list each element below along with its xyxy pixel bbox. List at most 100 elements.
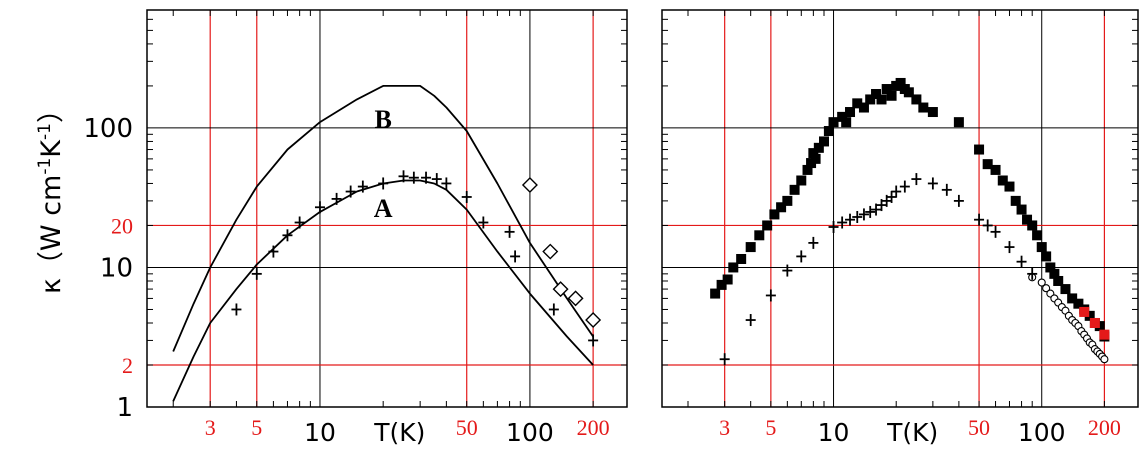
- y-axis-label-exp2: -1: [35, 123, 55, 140]
- square-point: [881, 84, 892, 95]
- square-point: [990, 164, 1001, 175]
- cross-point: [421, 171, 432, 184]
- circle-point: [1037, 278, 1046, 287]
- cross-point: [953, 194, 964, 207]
- square-point: [796, 175, 807, 186]
- cross-point: [796, 250, 807, 263]
- circle-point: [1042, 284, 1051, 293]
- square-point: [858, 102, 869, 113]
- cross-point: [899, 180, 910, 193]
- cross-point: [345, 185, 356, 198]
- diamond-point: [567, 290, 584, 307]
- cross-point: [548, 303, 559, 316]
- diamond-point: [542, 243, 559, 260]
- square-point: [1049, 268, 1060, 279]
- square-point: [789, 184, 800, 195]
- y-axis-label-close: ）: [36, 96, 67, 123]
- x-tick-label-red: 200: [1088, 415, 1121, 440]
- square-point: [865, 94, 876, 105]
- cross-point: [331, 192, 342, 205]
- square-point: [927, 107, 938, 118]
- x-tick-label-red: 5: [251, 415, 262, 440]
- y-tick-label-red: 20: [111, 213, 133, 238]
- cross-point: [858, 208, 869, 221]
- square-point: [823, 126, 834, 137]
- panel-left: B A 3 5 50 200 10 100 T(K) 1 10 100 2 20: [83, 9, 628, 447]
- square-point: [1010, 195, 1021, 206]
- red-square-point: [1079, 306, 1090, 317]
- cross-point: [990, 225, 1001, 238]
- diamond-point: [521, 176, 538, 193]
- cross-point: [1004, 241, 1015, 254]
- curve-label-A: A: [374, 194, 393, 223]
- panel-right: 3 5 50 200 10 100 T(K): [661, 9, 1139, 447]
- x-tick-label: 10: [818, 418, 850, 447]
- cross-point: [974, 213, 985, 226]
- square-point: [1073, 298, 1084, 309]
- square-point: [754, 230, 765, 241]
- square-point: [1041, 251, 1052, 262]
- y-tick-label: 1: [116, 393, 133, 423]
- cross-point: [886, 190, 897, 203]
- minor-ticks: [662, 10, 1138, 407]
- red-square-point: [1089, 317, 1100, 328]
- cross-point: [294, 216, 305, 229]
- square-point: [886, 90, 897, 101]
- series-layer: [172, 85, 602, 402]
- cross-point: [982, 219, 993, 232]
- square-point: [911, 94, 922, 105]
- square-point: [1022, 214, 1033, 225]
- square-point: [876, 94, 887, 105]
- cross-point: [1016, 255, 1027, 268]
- cross-point: [1027, 267, 1038, 280]
- y-axis-label-unit: W cm: [36, 175, 67, 251]
- square-point: [852, 98, 863, 109]
- square-point: [716, 279, 727, 290]
- x-tick-label-red: 50: [968, 415, 990, 440]
- square-point: [710, 288, 721, 299]
- cross-point: [837, 216, 848, 229]
- plot-frame: [661, 9, 1139, 408]
- cross-point: [808, 236, 819, 249]
- cross-point: [461, 190, 472, 203]
- diamond-point: [552, 281, 569, 298]
- x-tick-label: 10: [304, 418, 336, 447]
- cross-point: [941, 183, 952, 196]
- cross-point: [865, 205, 876, 218]
- minor-ticks: [147, 10, 627, 407]
- square-point: [776, 202, 787, 213]
- x-tick-label: 100: [1018, 418, 1066, 447]
- cross-point: [314, 201, 325, 214]
- square-point: [722, 274, 733, 285]
- cross-point: [251, 267, 262, 280]
- square-point: [1016, 204, 1027, 215]
- cross-point: [876, 199, 887, 212]
- grid: [662, 10, 1138, 407]
- cross-point: [408, 171, 419, 184]
- cross-point: [871, 203, 882, 216]
- y-tick-labels: 1 10 100 2 20: [83, 114, 133, 423]
- diamond-point: [585, 312, 602, 329]
- x-tick-label-red: 3: [205, 415, 216, 440]
- square-point: [903, 87, 914, 98]
- square-point: [871, 89, 882, 100]
- square-point: [895, 77, 906, 88]
- series-layer: [710, 77, 1110, 366]
- cross-point: [231, 303, 242, 316]
- square-point: [997, 175, 1008, 186]
- square-point: [1053, 275, 1064, 286]
- x-tick-label: 100: [506, 418, 554, 447]
- cross-point: [852, 210, 863, 223]
- cross-point: [478, 216, 489, 229]
- square-point: [1084, 310, 1095, 321]
- cross-point: [588, 334, 599, 347]
- square-point: [782, 195, 793, 206]
- cross-point: [510, 250, 521, 263]
- square-point: [769, 209, 780, 220]
- square-point: [1004, 181, 1015, 192]
- square-point: [745, 242, 756, 253]
- x-tick-label-red: 3: [719, 415, 730, 440]
- square-point: [982, 159, 993, 170]
- x-tick-labels: 3 5 50 200 10 100: [205, 415, 610, 447]
